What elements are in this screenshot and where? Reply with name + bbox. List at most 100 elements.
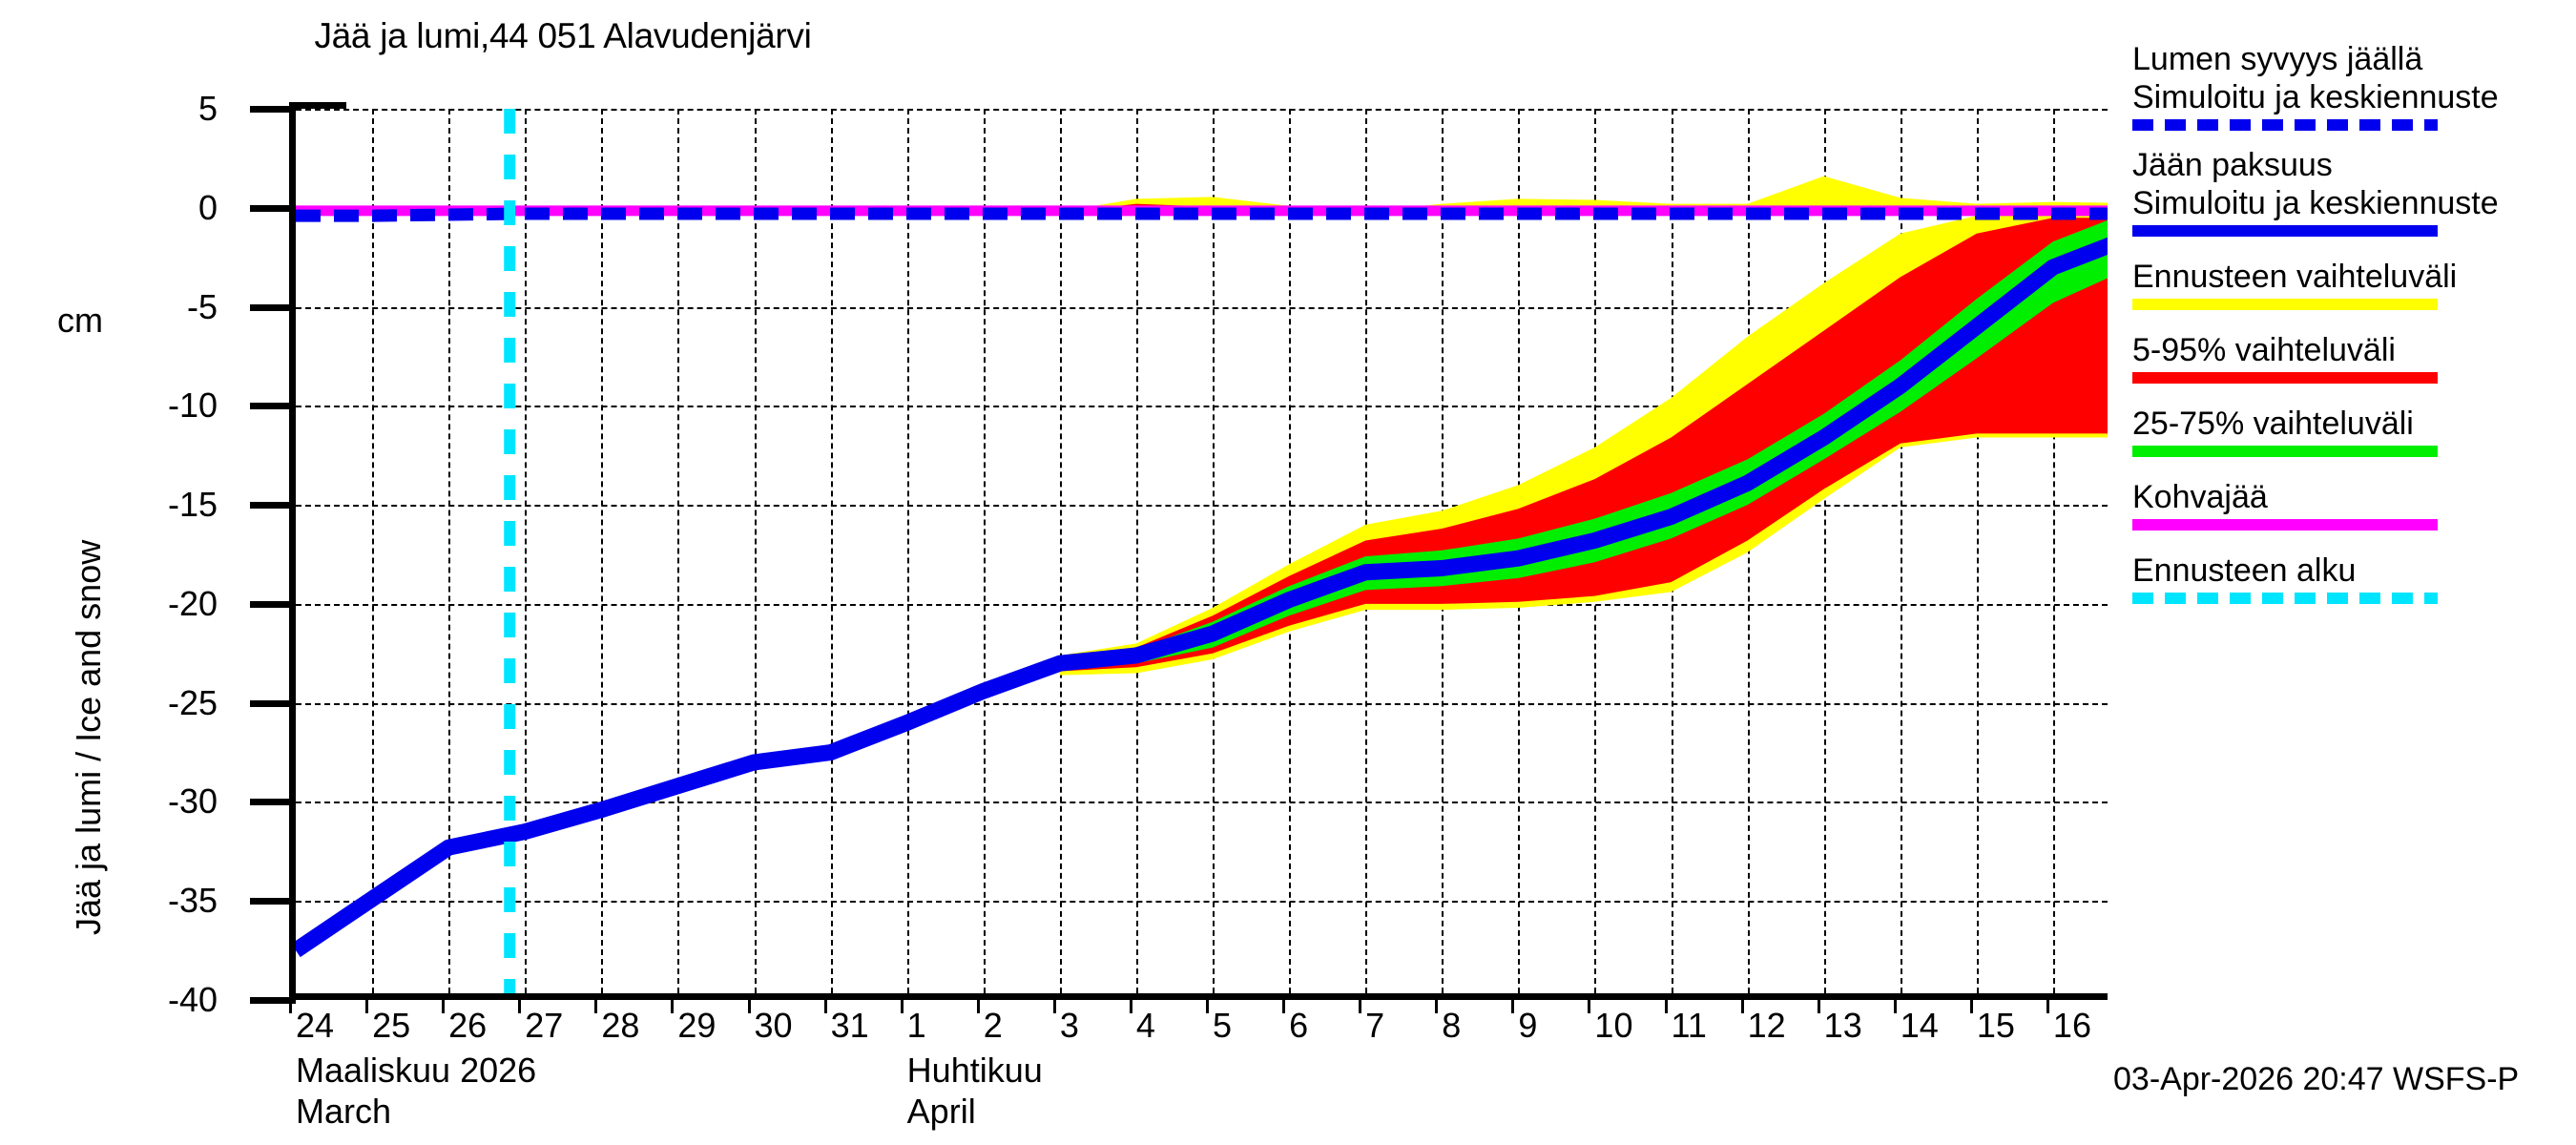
x-tick <box>747 1000 751 1013</box>
gridline-vertical <box>372 109 375 993</box>
legend: Lumen syvyys jäällä Simuloitu ja keskienn… <box>2132 40 2571 625</box>
x-tick <box>1359 1000 1362 1013</box>
y-tick-label: -40 <box>167 980 218 1019</box>
legend-entry[interactable]: Kohvajää <box>2132 478 2571 531</box>
x-tick <box>1282 1000 1286 1013</box>
x-tick-label: 15 <box>1976 1006 2015 1045</box>
footer-timestamp: 03-Apr-2026 20:47 WSFS-P <box>2113 1061 2520 1097</box>
legend-item-label: 25-75% vaihteluväli <box>2132 406 2414 442</box>
page-title: Jää ja lumi,44 051 Alavudenjärvi <box>314 16 812 55</box>
x-tick <box>1893 1000 1897 1013</box>
legend-entry[interactable]: 5-95% vaihteluväli <box>2132 331 2571 384</box>
x-tick <box>671 1000 675 1013</box>
gridline-vertical <box>1289 109 1292 993</box>
x-tick <box>1588 1000 1591 1013</box>
legend-item-label: Simuloitu ja keskiennuste <box>2132 185 2499 221</box>
x-tick-label: 24 <box>296 1006 335 1045</box>
gridline-vertical <box>754 109 757 993</box>
gridline-horizontal <box>296 901 2108 904</box>
gridline-vertical <box>1976 109 1979 993</box>
legend-item-label: Ennusteen vaihteluväli <box>2132 259 2458 295</box>
x-tick-label: 31 <box>830 1006 869 1045</box>
x-axis-labels: 24 25 26 27 28 29 30 31 1 2 3 4 5 6 7 8 9 10 11 12 13 14 15 16 M… <box>289 1006 2108 1132</box>
x-tick-label: 2 <box>983 1006 1003 1045</box>
legend-color-swatch <box>2132 593 2438 604</box>
x-axis-ticks <box>289 1000 2108 1013</box>
legend-entry[interactable]: Lumen syvyys jäällä Simuloitu ja keskienn… <box>2132 40 2571 131</box>
month-label-en: April <box>906 1092 976 1131</box>
gridline-horizontal <box>296 802 2108 804</box>
x-tick-label: 14 <box>1900 1006 1939 1045</box>
legend-entry[interactable]: Jään paksuus Simuloitu ja keskiennuste <box>2132 146 2571 237</box>
x-tick <box>900 1000 904 1013</box>
legend-entry[interactable]: 25-75% vaihteluväli <box>2132 405 2571 457</box>
x-tick <box>594 1000 598 1013</box>
legend-item-label: Simuloitu ja keskiennuste <box>2132 79 2499 115</box>
gridline-vertical <box>1135 109 1138 993</box>
legend-color-swatch <box>2132 372 2438 384</box>
legend-color-swatch <box>2132 446 2438 457</box>
legend-group-title: Jään paksuus <box>2132 147 2333 183</box>
y-tick <box>250 303 296 311</box>
legend-color-swatch <box>2132 225 2438 237</box>
plot-canvas <box>296 109 2108 993</box>
x-tick <box>518 1000 522 1013</box>
x-tick-label: 12 <box>1747 1006 1786 1045</box>
gridline-horizontal <box>296 505 2108 508</box>
legend-entry[interactable]: Ennusteen vaihteluväli <box>2132 258 2571 310</box>
gridline-top <box>296 109 2108 111</box>
gridline-vertical <box>1900 109 1902 993</box>
x-tick <box>976 1000 980 1013</box>
gridline-horizontal <box>296 406 2108 408</box>
legend-color-swatch <box>2132 119 2438 131</box>
legend-item-label: Ennusteen alku <box>2132 552 2357 589</box>
gridline-vertical <box>448 109 451 993</box>
x-tick-label: 5 <box>1213 1006 1233 1045</box>
x-tick-label: 4 <box>1135 1006 1155 1045</box>
gridline-horizontal <box>296 306 2108 309</box>
legend-color-swatch <box>2132 519 2438 531</box>
x-tick-label: 28 <box>601 1006 640 1045</box>
legend-color-swatch <box>2132 299 2438 310</box>
gridline-vertical <box>525 109 528 993</box>
y-tick <box>250 997 296 1004</box>
y-tick-label: -25 <box>167 682 218 722</box>
legend-item-label: 5-95% vaihteluväli <box>2132 332 2396 368</box>
legend-entry[interactable]: Ennusteen alku <box>2132 552 2571 604</box>
gridline-vertical <box>2052 109 2055 993</box>
y-tick <box>250 799 296 806</box>
gridline-vertical <box>983 109 986 993</box>
x-tick-label: 25 <box>372 1006 411 1045</box>
y-tick-label: -10 <box>167 385 218 426</box>
month-label-fi: Maaliskuu 2026 <box>296 1051 537 1090</box>
y-tick <box>250 403 296 410</box>
x-tick-label: 13 <box>1823 1006 1862 1045</box>
y-axis-title: Jää ja lumi / Ice and snow <box>69 539 108 935</box>
x-tick-label: 27 <box>525 1006 564 1045</box>
gridline-vertical <box>1823 109 1826 993</box>
x-tick <box>1435 1000 1439 1013</box>
x-tick <box>823 1000 827 1013</box>
y-tick <box>250 699 296 707</box>
snow-depth-line <box>296 207 2108 222</box>
x-tick-label: 1 <box>906 1006 926 1045</box>
y-tick <box>250 600 296 608</box>
y-tick-label: 5 <box>197 89 218 128</box>
x-tick <box>1129 1000 1132 1013</box>
x-tick <box>1511 1000 1515 1013</box>
gridline-horizontal <box>296 702 2108 705</box>
x-tick-label: 6 <box>1289 1006 1309 1045</box>
x-tick <box>2046 1000 2049 1013</box>
x-tick <box>1740 1000 1744 1013</box>
plot-area <box>250 102 2108 1004</box>
ice-band-5-95 <box>1059 218 2108 672</box>
data-series-layer <box>296 109 2108 993</box>
y-axis-labels: 5 0 -5 -10 -15 -20 -25 -30 -35 -40 <box>0 92 237 1017</box>
y-tick <box>250 106 296 113</box>
x-tick <box>289 1000 292 1013</box>
gridline-vertical <box>1213 109 1215 993</box>
month-label-block: Maaliskuu 2026 March <box>296 1050 536 1132</box>
y-axis-top-tick <box>289 102 346 109</box>
gridline-horizontal <box>296 603 2108 606</box>
y-tick-label: -30 <box>167 781 218 822</box>
